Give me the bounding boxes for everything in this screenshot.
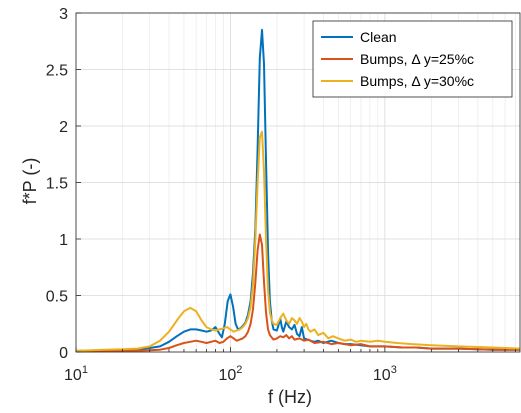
legend-label: Bumps, Δ y=25%c	[360, 51, 474, 67]
y-tick-label: 2	[59, 119, 68, 136]
series-line-1	[75, 28, 520, 352]
y-tick-label: 0.5	[46, 289, 68, 306]
y-tick-label: 2.5	[46, 63, 68, 80]
series-line-3	[75, 130, 521, 352]
tick-marks	[75, 12, 516, 353]
legend: Clean Bumps, Δ y=25%c Bumps, Δ y=30%c	[312, 20, 513, 98]
y-tick-label: 1	[59, 232, 68, 249]
x-tick-label: 102	[218, 364, 242, 384]
legend-label: Bumps, Δ y=30%c	[360, 73, 474, 89]
legend-label: Clean	[360, 29, 397, 45]
tick-labels: 0 0.5 1 1.5 2 2.5 3 101 102 103	[46, 6, 397, 384]
x-tick-label: 103	[373, 364, 397, 384]
y-tick-label: 3	[59, 6, 68, 23]
x-axis-label: f (Hz)	[268, 387, 312, 407]
y-axis-label: f*P (-)	[20, 158, 40, 205]
x-tick-label: 101	[64, 364, 88, 384]
y-tick-label: 1.5	[46, 176, 68, 193]
y-tick-label: 0	[59, 345, 68, 362]
series-group	[75, 28, 521, 353]
series-line-2	[75, 233, 520, 353]
